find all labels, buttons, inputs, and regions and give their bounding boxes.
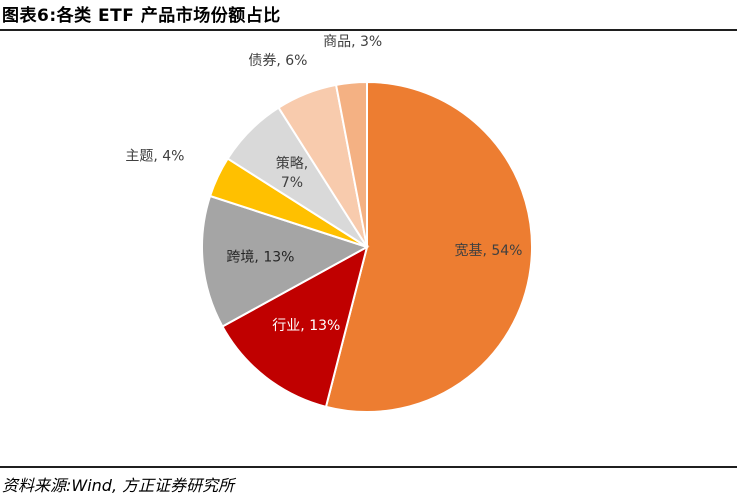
pie-slice-6	[334, 80, 368, 248]
slice-label-4: 策略, 7%	[276, 155, 308, 191]
pie-slice-0	[324, 80, 533, 413]
slice-label-5: 债券, 6%	[248, 53, 307, 69]
slice-label-6: 商品, 3%	[323, 34, 382, 50]
bottom-divider	[0, 466, 737, 468]
slice-label-1: 行业, 13%	[272, 318, 340, 334]
top-divider	[0, 29, 737, 31]
slice-label-2: 跨境, 13%	[226, 249, 294, 265]
source-note: 资料来源:Wind, 方正证券研究所	[2, 476, 235, 495]
pie-slice-2	[201, 194, 370, 328]
slice-label-3: 主题, 4%	[125, 149, 184, 165]
pie-slice-1	[221, 245, 369, 409]
slice-label-0: 宽基, 54%	[454, 242, 522, 259]
chart-title: 图表6:各类 ETF 产品市场份额占比	[2, 6, 281, 26]
pie-chart: 宽基, 54% 行业, 13% 跨境, 13% 主题, 4% 策略, 7% 债券, 6% 商品…	[125, 34, 533, 413]
